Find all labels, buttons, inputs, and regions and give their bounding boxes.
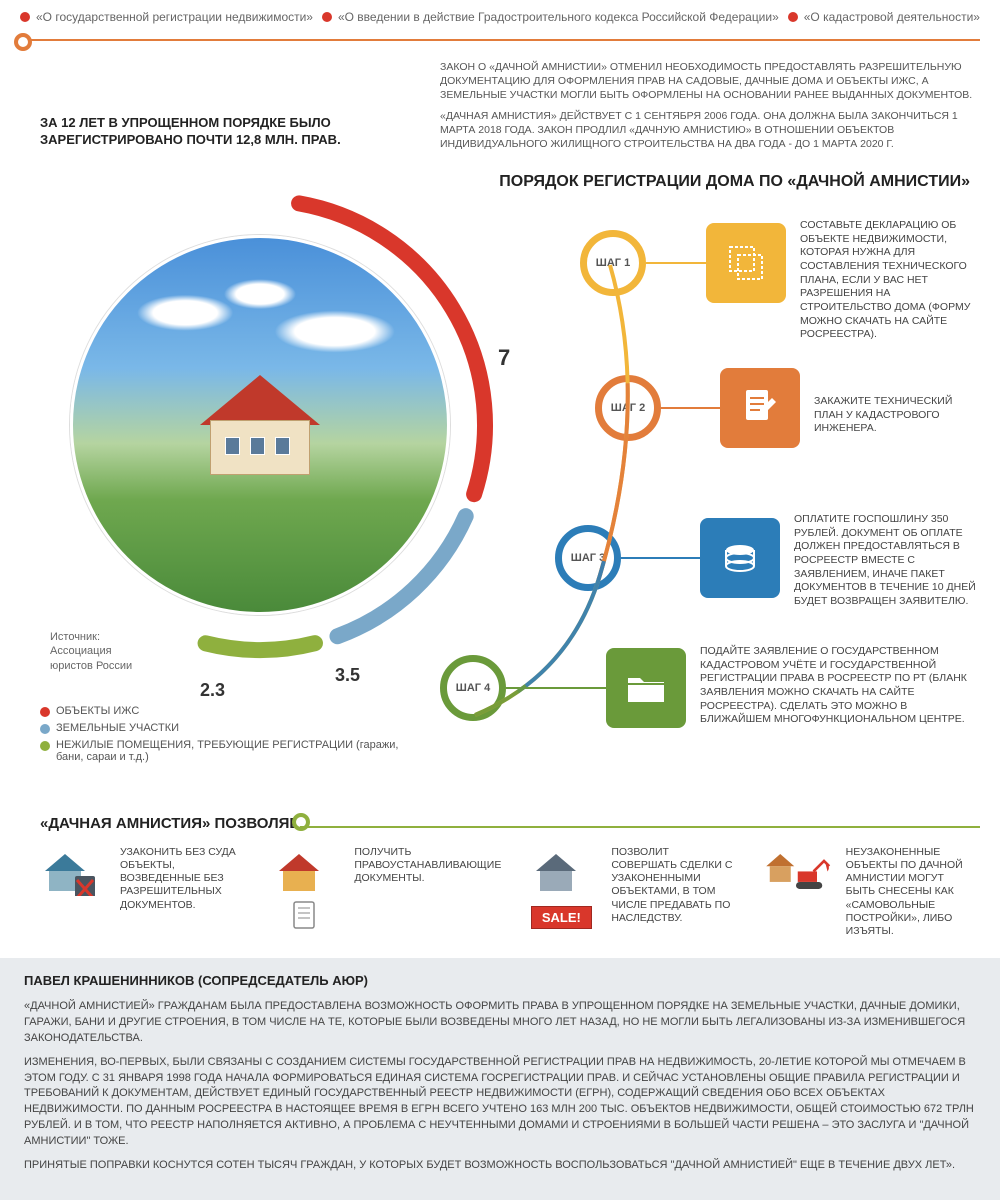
bullet-icon [322,12,332,22]
allow-item: SALE! ПОЗВОЛИТ СОВЕРШАТЬ СДЕЛКИ С УЗАКОН… [521,846,735,938]
intro-text: ЗАКОН О «ДАЧНОЙ АМНИСТИИ» ОТМЕНИЛ НЕОБХО… [0,60,1000,167]
sale-badge: SALE! [531,906,592,929]
allow-item: НЕУЗАКОНЕННЫЕ ОБЪЕКТЫ ПО ДАЧНОЙ АМНИСТИИ… [756,846,970,938]
divider-line [20,30,980,50]
law-tag: «О кадастровой деятельности» [788,10,980,24]
legend-label: ОБЪЕКТЫ ИЖС [56,705,139,717]
house-document-icon [269,846,339,896]
clipboard-icon [292,900,316,930]
steps-arc [420,225,680,755]
quote-paragraph: «ДАЧНОЙ АМНИСТИЕЙ» ГРАЖДАНАМ БЫЛА ПРЕДОС… [24,999,976,1047]
hero-photo [70,235,450,615]
law-tag-text: «О введении в действие Градостроительног… [338,10,779,24]
step-text: ПОДАЙТЕ ЗАЯВЛЕНИЕ О ГОСУДАРСТВЕННОМ КАДА… [700,645,980,727]
allow-text: НЕУЗАКОНЕННЫЕ ОБЪЕКТЫ ПО ДАЧНОЙ АМНИСТИИ… [846,846,970,938]
allow-text: УЗАКОНИТЬ БЕЗ СУДА ОБЪЕКТЫ, ВОЗВЕДЕННЫЕ … [120,846,244,912]
house-clipboard-icon [35,846,105,896]
coins-icon [700,518,780,598]
allows-row: УЗАКОНИТЬ БЕЗ СУДА ОБЪЕКТЫ, ВОЗВЕДЕННЫЕ … [0,846,1000,958]
donut-value: 3.5 [335,665,360,686]
legend-dot-icon [40,741,50,751]
step-text: ОПЛАТИТЕ ГОСПОШЛИНУ 350 РУБЛЕЙ. ДОКУМЕНТ… [794,513,984,608]
blueprint-icon [706,223,786,303]
house-sale-icon [526,846,596,896]
quote-block: ПАВЕЛ КРАШЕНИННИКОВ (СОПРЕДСЕДАТЕЛЬ АЮР)… [0,958,1000,1200]
house-icon [200,375,320,475]
law-tag: «О государственной регистрации недвижимо… [20,10,313,24]
legend-item: ЗЕМЕЛЬНЫЕ УЧАСТКИ [40,722,400,734]
source-label: Источник: Ассоциация юристов России [50,630,132,673]
bullet-icon [788,12,798,22]
law-tag-text: «О кадастровой деятельности» [804,10,980,24]
donut-value: 2.3 [200,680,225,701]
main-diagram: Источник: Ассоциация юристов России 7 3.… [0,205,1000,805]
quote-paragraph: ПРИНЯТЫЕ ПОПРАВКИ КОСНУТСЯ СОТЕН ТЫСЯЧ Г… [24,1158,976,1174]
quote-author: ПАВЕЛ КРАШЕНИННИКОВ (СОПРЕДСЕДАТЕЛЬ АЮР) [24,972,976,991]
legend-item: ОБЪЕКТЫ ИЖС [40,705,400,717]
bullet-icon [20,12,30,22]
law-tag-text: «О государственной регистрации недвижимо… [36,10,313,24]
document-edit-icon [720,368,800,448]
legend-dot-icon [40,724,50,734]
allow-item: ПОЛУЧИТЬ ПРАВОУСТАНАВЛИВАЮЩИЕ ДОКУМЕНТЫ. [264,846,501,938]
law-tags: «О государственной регистрации недвижимо… [0,0,1000,30]
allow-text: ПОЛУЧИТЬ ПРАВОУСТАНАВЛИВАЮЩИЕ ДОКУМЕНТЫ. [354,846,501,885]
line-terminal-icon [292,813,310,831]
legend-item: НЕЖИЛЫЕ ПОМЕЩЕНИЯ, ТРЕБУЮЩИЕ РЕГИСТРАЦИИ… [40,739,400,763]
law-tag: «О введении в действие Градостроительног… [322,10,779,24]
donut-legend: ОБЪЕКТЫ ИЖС ЗЕМЕЛЬНЫЕ УЧАСТКИ НЕЖИЛЫЕ ПО… [40,705,400,768]
allows-title: «ДАЧНАЯ АМНИСТИЯ» ПОЗВОЛЯЕТ [0,805,1000,846]
step-text: ЗАКАЖИТЕ ТЕХНИЧЕСКИЙ ПЛАН У КАДАСТРОВОГО… [814,395,984,436]
legend-dot-icon [40,707,50,717]
legend-label: НЕЖИЛЫЕ ПОМЕЩЕНИЯ, ТРЕБУЮЩИЕ РЕГИСТРАЦИИ… [56,739,400,763]
step-text: СОСТАВЬТЕ ДЕКЛАРАЦИЮ ОБ ОБЪЕКТЕ НЕДВИЖИМ… [800,219,980,342]
allow-text: ПОЗВОЛИТ СОВЕРШАТЬ СДЕЛКИ С УЗАКОНЕННЫМИ… [611,846,735,925]
house-excavator-icon [761,846,831,896]
headline-stat: ЗА 12 ЛЕТ В УПРОЩЕННОМ ПОРЯДКЕ БЫЛО ЗАРЕ… [40,115,360,149]
quote-paragraph: ИЗМЕНЕНИЯ, ВО-ПЕРВЫХ, БЫЛИ СВЯЗАНЫ С СОЗ… [24,1055,976,1151]
line-terminal-icon [14,33,32,51]
legend-label: ЗЕМЕЛЬНЫЕ УЧАСТКИ [56,722,179,734]
intro-paragraph: ЗАКОН О «ДАЧНОЙ АМНИСТИИ» ОТМЕНИЛ НЕОБХО… [440,60,980,103]
allow-item: УЗАКОНИТЬ БЕЗ СУДА ОБЪЕКТЫ, ВОЗВЕДЕННЫЕ … [30,846,244,938]
intro-paragraph: «ДАЧНАЯ АМНИСТИЯ» ДЕЙСТВУЕТ С 1 СЕНТЯБРЯ… [440,109,980,152]
